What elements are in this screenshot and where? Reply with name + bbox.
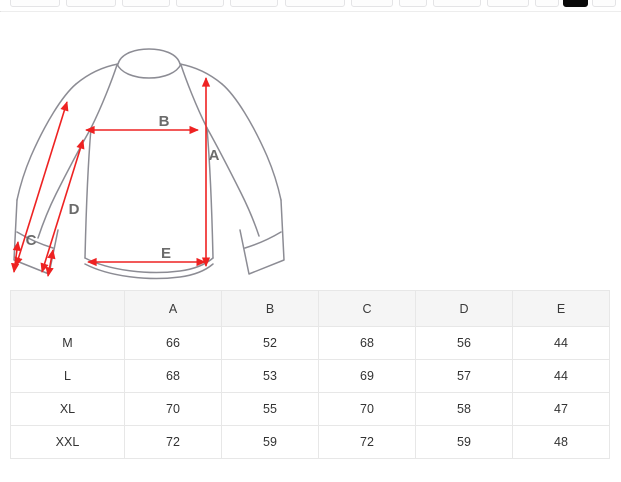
cell-e: 48 — [512, 425, 610, 459]
table-header-d: D — [415, 290, 513, 327]
measure-line-C-outer — [14, 101, 69, 267]
measure-label-A: A — [209, 147, 220, 164]
cell-size: XL — [10, 392, 125, 426]
table-header-e: E — [512, 290, 610, 327]
cell-size: XXL — [10, 425, 125, 459]
cell-a: 66 — [124, 326, 222, 360]
measure-label-B: B — [159, 113, 170, 130]
table-row: M 66 52 68 56 44 — [10, 326, 610, 360]
toolbar-button-4[interactable] — [176, 0, 224, 7]
cell-d: 56 — [415, 326, 513, 360]
measure-label-C: C — [26, 232, 37, 249]
cell-d: 58 — [415, 392, 513, 426]
table-header-a: A — [124, 290, 222, 327]
toolbar-button-1[interactable] — [10, 0, 60, 7]
cell-b: 52 — [221, 326, 319, 360]
cell-d: 59 — [415, 425, 513, 459]
cell-a: 72 — [124, 425, 222, 459]
cell-size: M — [10, 326, 125, 360]
table-row: XL 70 55 70 58 47 — [10, 392, 610, 426]
toolbar-button-6[interactable] — [285, 0, 345, 7]
cell-b: 59 — [221, 425, 319, 459]
garment-outline — [13, 48, 285, 280]
cell-b: 55 — [221, 392, 319, 426]
toolbar-button-13[interactable] — [592, 0, 616, 7]
toolbar-divider — [0, 11, 621, 12]
measure-line-C2 — [45, 249, 56, 277]
garment-measurement-diagram: A B C D E — [0, 14, 300, 286]
toolbar-button-10[interactable] — [487, 0, 529, 7]
cell-a: 70 — [124, 392, 222, 426]
page-left-edge — [0, 11, 1, 12]
measure-label-E: E — [161, 245, 171, 262]
cell-d: 57 — [415, 359, 513, 393]
measure-label-D: D — [69, 201, 80, 218]
table-header-c: C — [318, 290, 416, 327]
cell-e: 44 — [512, 326, 610, 360]
toolbar-button-9[interactable] — [433, 0, 481, 7]
toolbar-button-7[interactable] — [351, 0, 393, 7]
toolbar-button-2[interactable] — [66, 0, 116, 7]
table-header-b: B — [221, 290, 319, 327]
cell-b: 53 — [221, 359, 319, 393]
cell-c: 70 — [318, 392, 416, 426]
toolbar-button-11[interactable] — [535, 0, 559, 7]
toolbar-button-12[interactable] — [563, 0, 588, 7]
toolbar-button-3[interactable] — [122, 0, 170, 7]
toolbar-button-8[interactable] — [399, 0, 427, 7]
cell-size: L — [10, 359, 125, 393]
top-toolbar-strip — [0, 0, 621, 12]
measurement-arrows — [11, 77, 211, 277]
toolbar-button-5[interactable] — [230, 0, 278, 7]
cell-c: 68 — [318, 326, 416, 360]
cell-c: 72 — [318, 425, 416, 459]
cell-e: 44 — [512, 359, 610, 393]
cell-c: 69 — [318, 359, 416, 393]
table-row: L 68 53 69 57 44 — [10, 359, 610, 393]
cell-e: 47 — [512, 392, 610, 426]
table-row: XXL 72 59 72 59 48 — [10, 425, 610, 459]
table-header-size — [10, 290, 125, 327]
cell-a: 68 — [124, 359, 222, 393]
